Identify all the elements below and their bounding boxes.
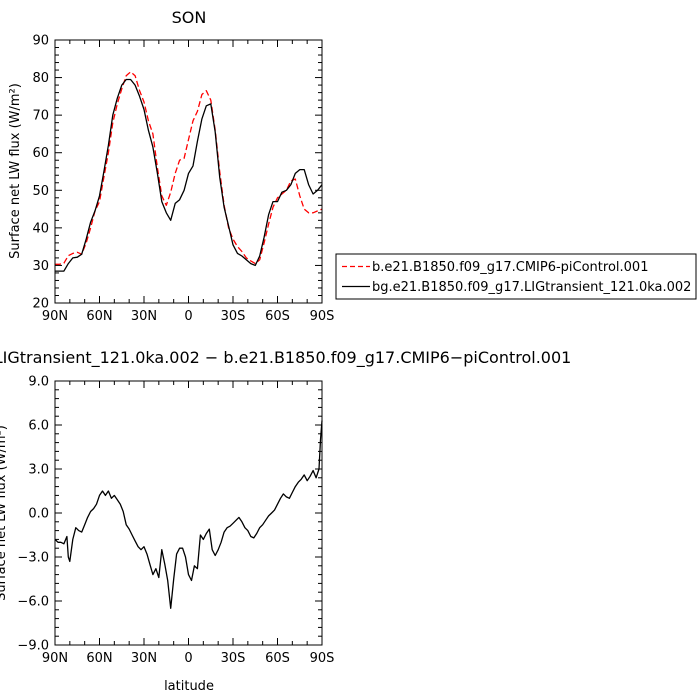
bottom-panel-ticks: −9.0 −6.0 −3.0 0.0 3.0 6.0 9.0 90N 60N 30N 0 30S 60S… xyxy=(17,375,334,667)
y-tick-label: 40 xyxy=(32,221,49,236)
top-panel-title: SON xyxy=(172,8,207,27)
y-tick-label: −3.0 xyxy=(17,551,49,566)
legend-label-piControl: b.e21.B1850.f09_g17.CMIP6-piControl.001 xyxy=(372,260,648,275)
y-tick-label: −9.0 xyxy=(17,639,49,654)
y-tick-label: 80 xyxy=(32,71,49,86)
legend: b.e21.B1850.f09_g17.CMIP6-piControl.001 … xyxy=(335,253,697,300)
y-tick-label: 50 xyxy=(32,184,49,199)
x-tick-label: 0 xyxy=(184,309,192,324)
y-tick-label: 0.0 xyxy=(28,507,49,522)
top-panel-y-axis-label: Surface net LW flux (W/m²) xyxy=(8,83,23,259)
top-panel-series-group xyxy=(55,71,323,272)
legend-box xyxy=(335,253,697,300)
x-tick-label: 90N xyxy=(42,309,68,324)
top-panel-ticks: 20 30 40 50 60 70 80 90 90N 60N 30N 0 30S 60S 90S xyxy=(32,34,334,325)
bottom-panel-x-axis-label: latitude xyxy=(164,679,214,694)
x-tick-label: 90S xyxy=(310,309,335,324)
x-tick-label: 60N xyxy=(86,309,112,324)
y-tick-label: 6.0 xyxy=(28,419,49,434)
x-tick-label: 90N xyxy=(42,651,68,666)
y-tick-label: 9.0 xyxy=(28,375,49,390)
x-tick-label: 30N xyxy=(131,651,157,666)
y-tick-label: −6.0 xyxy=(17,595,49,610)
bottom-panel-y-axis-label: Surface net LW flux (W/m²) xyxy=(0,425,9,601)
x-tick-label: 60S xyxy=(265,651,290,666)
series-line-0-1 xyxy=(55,78,323,272)
x-tick-label: 30S xyxy=(221,651,246,666)
y-tick-label: 20 xyxy=(32,297,49,312)
bottom-panel-title: bg.e21.B1850.f09_g17.LIGtransient_121.0k… xyxy=(0,348,571,368)
series-line-0-0 xyxy=(55,71,323,265)
y-tick-label: 70 xyxy=(32,109,49,124)
x-tick-label: 60S xyxy=(265,309,290,324)
legend-label-LIGtransient: bg.e21.B1850.f09_g17.LIGtransient_121.0k… xyxy=(372,280,691,295)
y-tick-label: 90 xyxy=(32,34,49,49)
series-line-1-0 xyxy=(54,420,323,609)
x-tick-label: 30N xyxy=(131,309,157,324)
y-tick-label: 3.0 xyxy=(28,463,49,478)
x-tick-label: 30S xyxy=(221,309,246,324)
bottom-panel: bg.e21.B1850.f09_g17.LIGtransient_121.0k… xyxy=(0,348,571,694)
x-tick-label: 60N xyxy=(86,651,112,666)
x-tick-label: 90S xyxy=(310,651,335,666)
x-tick-label: 0 xyxy=(184,651,192,666)
top-panel-frame xyxy=(54,39,323,304)
y-tick-label: 30 xyxy=(32,259,49,274)
bottom-panel-frame xyxy=(54,380,323,646)
bottom-panel-series-group xyxy=(54,420,323,609)
y-tick-label: 60 xyxy=(32,146,49,161)
